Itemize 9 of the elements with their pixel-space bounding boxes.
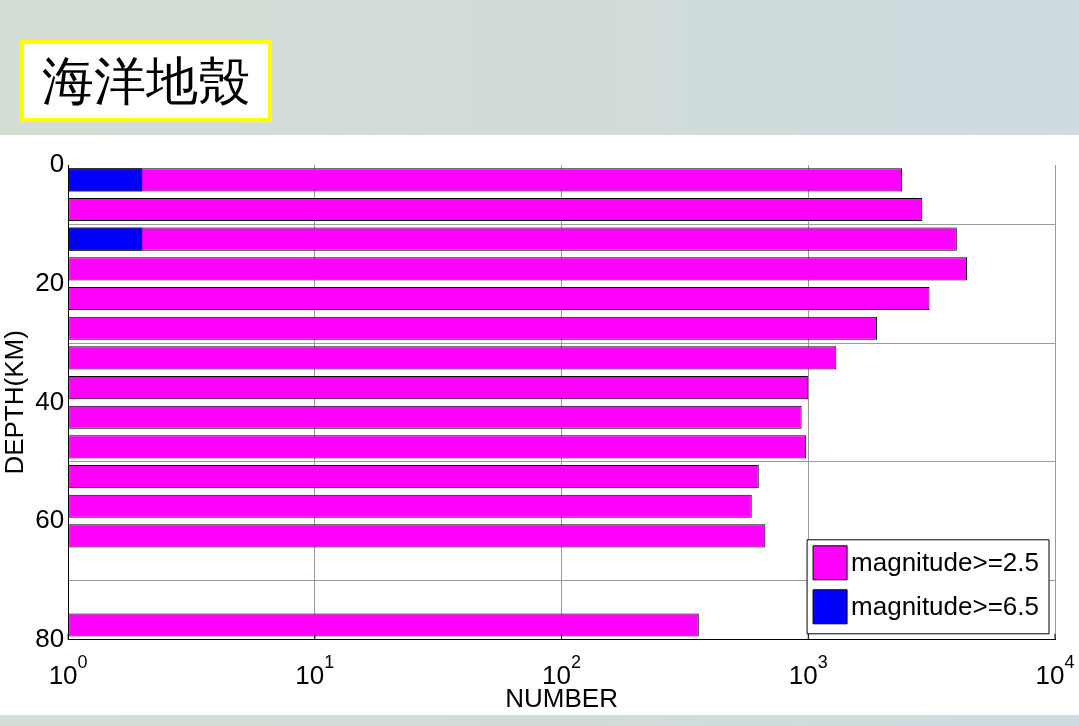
y-tick-label: 20 [35, 266, 65, 297]
legend-label: magnitude>=6.5 [851, 590, 1040, 621]
y-tick-label: 40 [35, 385, 65, 416]
y-tick-label: 60 [35, 504, 65, 535]
y-tick-label: 80 [35, 622, 65, 653]
legend-label: magnitude>=2.5 [851, 546, 1040, 577]
y-axis-title: DEPTH(KM) [0, 330, 29, 475]
chart-title: 海洋地殼 [20, 40, 272, 123]
y-tick-label: 0 [49, 148, 65, 179]
